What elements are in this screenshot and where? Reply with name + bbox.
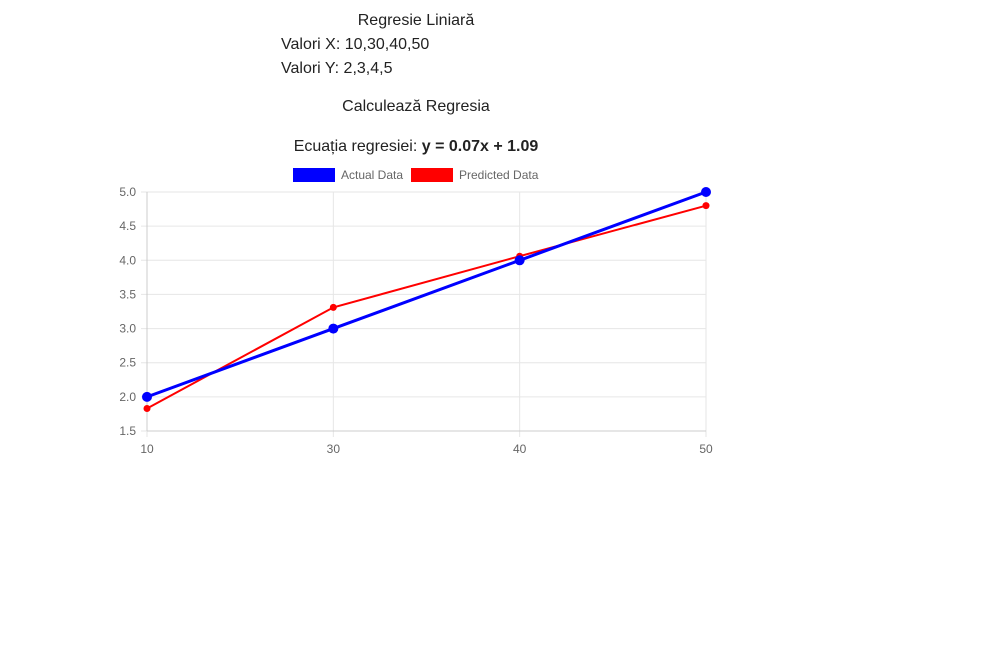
actual-data-point bbox=[701, 187, 711, 197]
x-tick-label: 30 bbox=[327, 442, 341, 456]
equation-value: y = 0.07x + 1.09 bbox=[421, 138, 539, 155]
actual-data-point bbox=[328, 323, 339, 334]
y-tick-label: 2.5 bbox=[119, 356, 136, 370]
predicted-data-point bbox=[702, 202, 710, 210]
legend-predicted-swatch bbox=[411, 168, 453, 182]
y-tick-label: 4.0 bbox=[119, 253, 136, 267]
regression-equation-line: Ecuația regresiei: y = 0.07x + 1.09 bbox=[0, 138, 832, 156]
y-values-label: Valori Y: 2,3,4,5 bbox=[281, 60, 393, 77]
y-tick-label: 3.0 bbox=[119, 322, 136, 336]
y-tick-label: 2.0 bbox=[119, 390, 136, 404]
legend-actual-swatch bbox=[293, 168, 335, 182]
y-tick-label: 3.5 bbox=[119, 287, 136, 301]
page-title: Regresie Liniară bbox=[357, 12, 475, 29]
y-tick-label: 1.5 bbox=[119, 424, 136, 438]
x-tick-label: 50 bbox=[699, 442, 713, 456]
x-tick-label: 40 bbox=[513, 442, 527, 456]
predicted-data-point bbox=[329, 303, 337, 311]
predicted-data-point bbox=[143, 404, 151, 412]
x-values-label: Valori X: 10,30,40,50 bbox=[281, 36, 430, 53]
y-tick-label: 5.0 bbox=[119, 185, 136, 199]
actual-data-line bbox=[146, 190, 707, 399]
legend-actual-label: Actual Data bbox=[341, 168, 403, 182]
legend-predicted-label: Predicted Data bbox=[459, 168, 539, 182]
y-tick-label: 4.5 bbox=[119, 219, 136, 233]
predicted-data-line bbox=[146, 204, 707, 410]
equation-prefix: Ecuația regresiei: bbox=[293, 138, 422, 155]
actual-data-point bbox=[142, 391, 152, 402]
actual-data-point bbox=[514, 255, 525, 266]
x-tick-label: 10 bbox=[140, 442, 154, 456]
calculate-regression-button[interactable]: Calculează Regresia bbox=[0, 98, 832, 116]
